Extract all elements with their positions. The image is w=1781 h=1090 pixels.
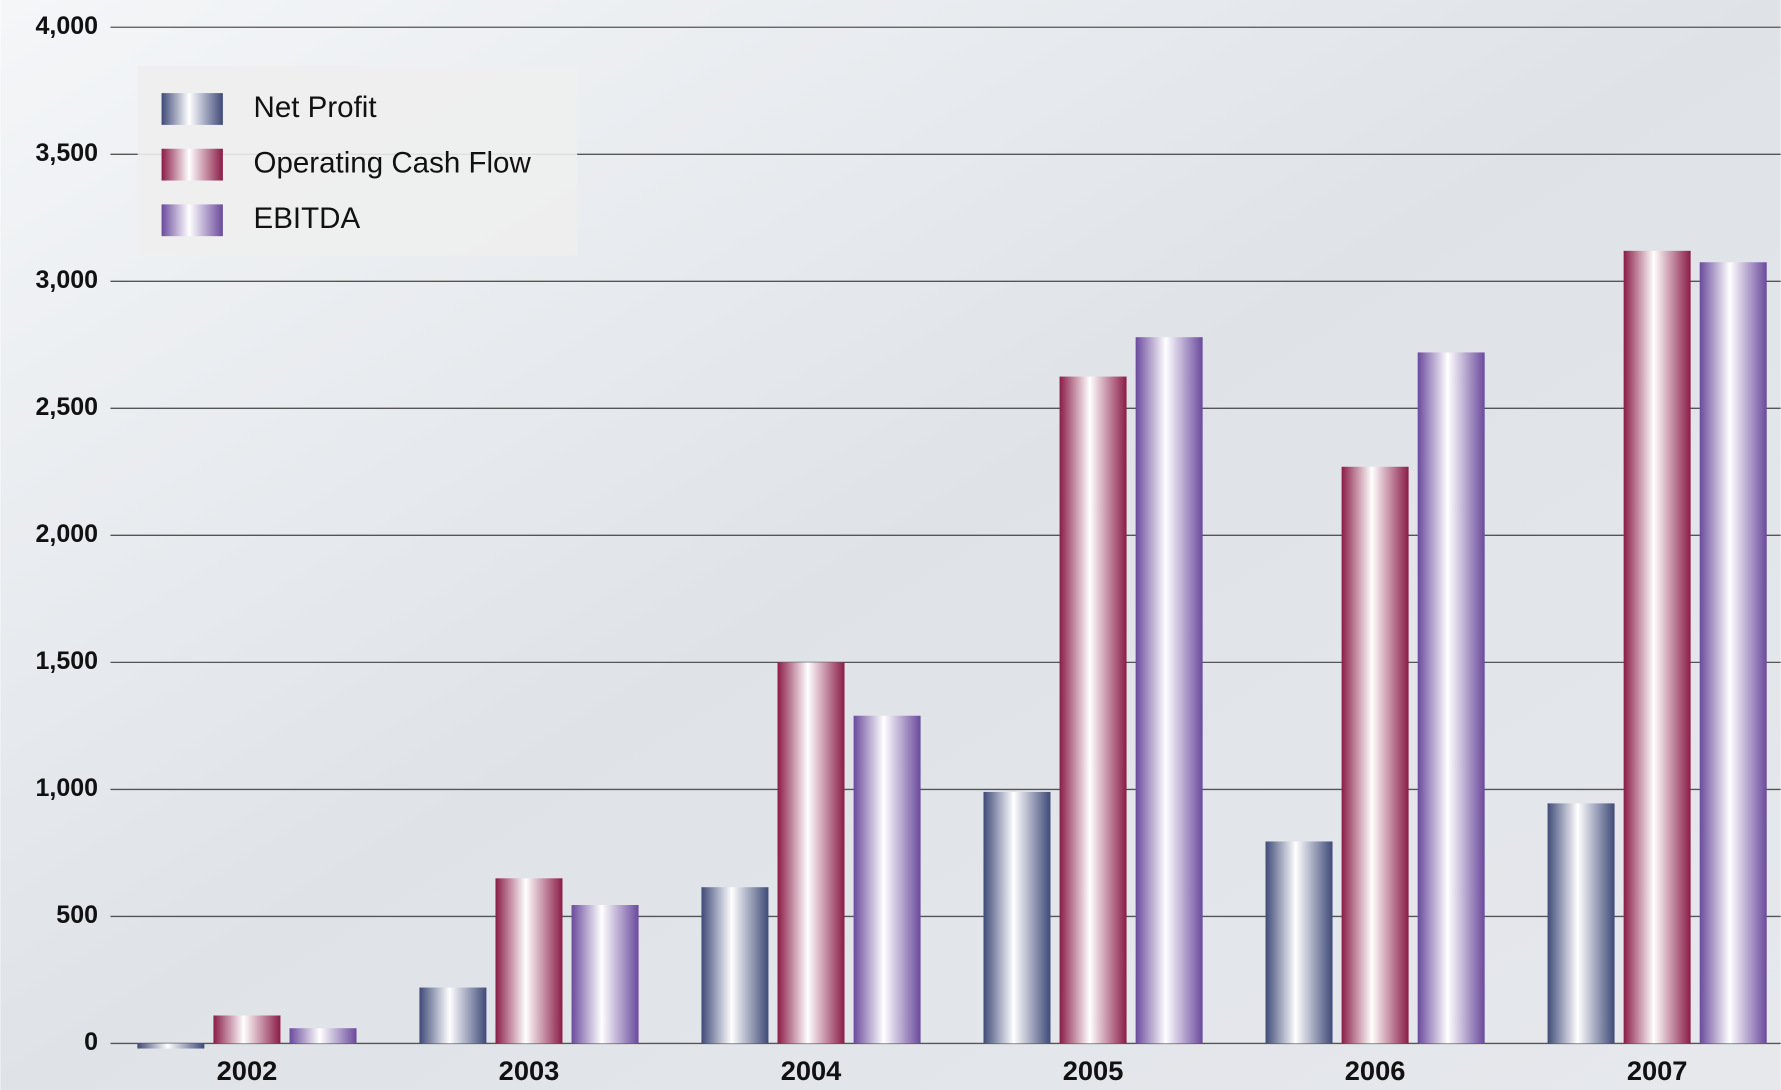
x-tick-label: 2004 bbox=[781, 1055, 842, 1086]
bar bbox=[853, 715, 921, 1044]
bar bbox=[1135, 337, 1203, 1044]
bar bbox=[1623, 250, 1691, 1044]
x-tick-label: 2002 bbox=[217, 1055, 278, 1086]
x-tick-label: 2007 bbox=[1627, 1055, 1688, 1086]
bar bbox=[1417, 352, 1485, 1044]
legend-label: EBITDA bbox=[254, 202, 361, 235]
legend-label: Net Profit bbox=[254, 91, 377, 124]
bar bbox=[137, 1043, 205, 1049]
y-tick-label: 2,000 bbox=[35, 520, 97, 548]
bar bbox=[213, 1015, 281, 1044]
y-tick-label: 3,500 bbox=[35, 139, 97, 167]
y-tick-label: 1,500 bbox=[35, 647, 97, 675]
legend-swatch bbox=[161, 148, 223, 181]
bar bbox=[1341, 466, 1409, 1044]
bar bbox=[571, 904, 639, 1044]
bar bbox=[1547, 803, 1615, 1044]
bar bbox=[701, 887, 769, 1044]
bar bbox=[419, 987, 487, 1044]
bar bbox=[1699, 262, 1767, 1044]
legend-label: Operating Cash Flow bbox=[254, 146, 532, 179]
bar bbox=[289, 1028, 357, 1044]
bar bbox=[495, 878, 563, 1044]
x-tick-label: 2003 bbox=[499, 1055, 560, 1086]
bar bbox=[1265, 841, 1333, 1044]
y-tick-label: 2,500 bbox=[35, 393, 97, 421]
bar bbox=[1059, 376, 1127, 1044]
y-tick-label: 1,000 bbox=[35, 774, 97, 802]
y-tick-label: 0 bbox=[84, 1028, 98, 1056]
y-tick-label: 4,000 bbox=[35, 12, 97, 40]
legend-swatch bbox=[161, 93, 223, 125]
x-tick-label: 2006 bbox=[1345, 1055, 1406, 1086]
legend-swatch bbox=[161, 204, 223, 237]
x-tick-label: 2005 bbox=[1063, 1055, 1124, 1086]
y-tick-label: 500 bbox=[56, 901, 98, 929]
bar bbox=[777, 662, 845, 1044]
bar bbox=[983, 791, 1051, 1044]
y-tick-label: 3,000 bbox=[35, 266, 97, 294]
